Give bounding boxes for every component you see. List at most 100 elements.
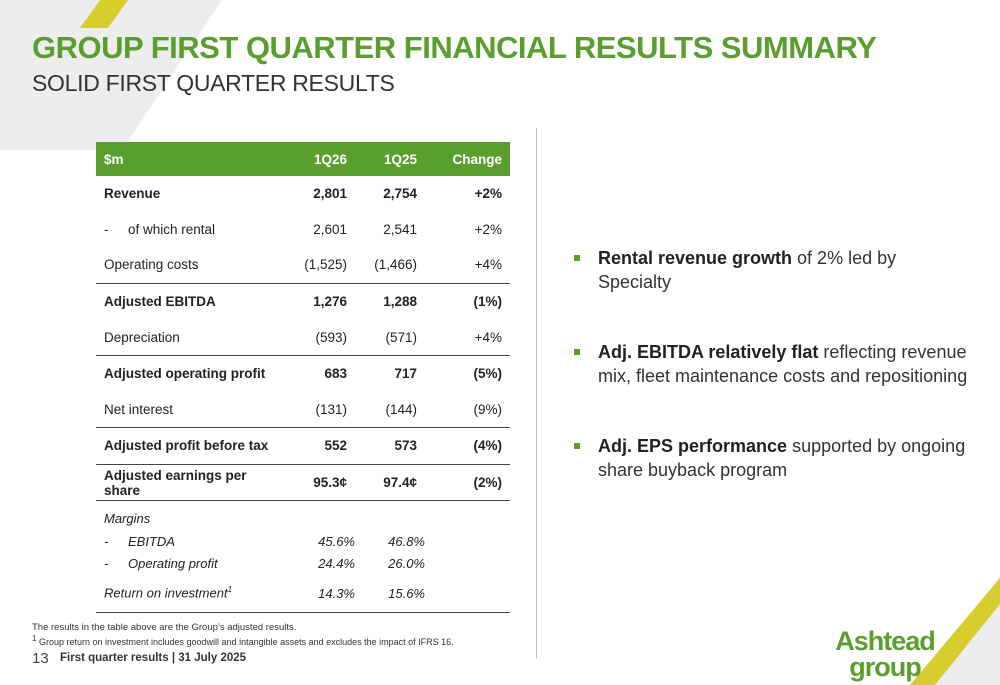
row-value-1q26: 24.4% [318,556,355,572]
footnote-roi: 1 Group return on investment includes go… [32,634,454,647]
bullet-square-icon [574,443,580,449]
company-logo: Ashtead group [835,626,936,682]
row-label-text: of which rental [128,221,216,237]
row-value-1q25: 2,754 [383,186,417,202]
row-label: Operating costs [104,257,199,273]
row-label: - EBITDA [96,534,285,549]
row-change: +2% [474,221,502,237]
logo-line-1: Ashtead [835,626,936,656]
margin-row-operating-profit: - Operating profit 24.4% 26.0% [96,552,510,575]
row-change: +4% [474,329,502,345]
row-value-1q26: 45.6% [318,533,355,549]
row-label: Return on investment1 [96,585,285,600]
table-row-operating-costs: Operating costs (1,525) (1,466) +4% [96,247,510,283]
row-dash: - [104,556,109,572]
row-value-1q26: (1,525) [304,257,347,273]
row-value-1q25: (571) [385,329,417,345]
column-divider [536,128,537,658]
table-row-adjusted-pbt: Adjusted profit before tax 552 573 (4%) [96,427,510,464]
page-subtitle: SOLID FIRST QUARTER RESULTS [32,70,395,96]
margins-section: Margins - EBITDA 45.6% 46.8% - Operating p… [96,500,510,614]
results-table: $m 1Q26 1Q25 Change Revenue 2,801 2,754 … [96,142,510,614]
bullet-rest: supported by ongoing share buyback progr… [598,436,966,480]
row-value-1q26: 95.3¢ [313,475,347,491]
row-label: Adjusted earnings per share [104,467,247,498]
stripe-top-yellow [80,0,128,28]
row-label: Adjusted operating profit [104,366,266,382]
row-label: Net interest [104,401,174,417]
margin-row-ebitda: - EBITDA 45.6% 46.8% [96,530,510,553]
watermark-shape-bottom [930,575,1000,685]
margins-heading: Margins [104,511,151,527]
footnote-roi-text: Group return on investment includes good… [36,637,454,647]
row-value-1q26: 552 [324,438,347,454]
bullet-square-icon [574,349,580,355]
row-label-text: Return on investment [104,585,228,601]
row-change: (5%) [473,366,502,382]
row-value-1q26: 2,801 [313,186,347,202]
row-value-1q25: 26.0% [388,556,425,572]
row-value-1q26: 14.3% [318,585,355,601]
key-points-list: Rental revenue growth of 2% led by Speci… [574,246,974,482]
bullet-square-icon [574,255,580,261]
row-label-text: Operating profit [128,556,218,572]
row-value-1q25: 2,541 [383,221,417,237]
table-row-adjusted-eps: Adjusted earnings per share 95.3¢ 97.4¢ … [96,463,510,501]
row-value-1q25: 46.8% [388,533,425,549]
bullet-rest: of 2% led by Specialty [598,248,897,292]
row-label: Revenue [104,186,161,202]
row-value-1q26: (131) [315,401,347,417]
table-row-rental: - of which rental 2,601 2,541 +2% [96,212,510,248]
row-dash: - [104,221,109,237]
logo-line-2: group [849,652,921,682]
page-number: 13 [32,650,49,667]
footnote-marker: 1 [227,585,233,595]
table-row-depreciation: Depreciation (593) (571) +4% [96,319,510,355]
row-label: - Operating profit [96,556,285,571]
footnote-marker: 1 [32,634,37,643]
bullet-text: Rental revenue growth of 2% led by Speci… [598,246,974,294]
row-value-1q25: 1,288 [383,294,417,310]
table-row-adjusted-ebitda: Adjusted EBITDA 1,276 1,288 (1%) [96,282,510,320]
row-value-1q26: 1,276 [313,294,347,310]
header-1q25: 1Q25 [383,151,417,167]
row-change: (4%) [473,438,502,454]
row-change: (9%) [473,401,502,417]
bullet-strong: Adj. EPS performance [598,436,788,456]
row-change: +2% [474,186,502,202]
row-label: Adjusted profit before tax [104,438,269,454]
row-value-1q26: 683 [324,366,347,382]
bullet-item: Adj. EPS performance supported by ongoin… [574,434,974,482]
row-change: (1%) [473,294,502,310]
row-label: Depreciation [104,329,180,345]
bullet-item: Rental revenue growth of 2% led by Speci… [574,246,974,294]
row-value-1q25: 573 [394,438,417,454]
row-value-1q25: 97.4¢ [383,475,417,491]
row-dash: - [104,533,109,549]
row-value-1q25: (144) [385,401,417,417]
row-change: (2%) [473,475,502,491]
margins-heading-row: Margins [96,507,510,530]
table-header-row: $m 1Q26 1Q25 Change [96,142,510,176]
bullet-text: Adj. EBITDA relatively flat reflecting r… [598,340,974,388]
row-return-on-investment: Return on investment1 14.3% 15.6% [96,582,510,605]
footer-text: First quarter results | 31 July 2025 [60,652,247,664]
row-value-1q25: (1,466) [374,257,417,273]
table-row-net-interest: Net interest (131) (144) (9%) [96,392,510,428]
bullet-text: Adj. EPS performance supported by ongoin… [598,434,974,482]
footnote-adjusted-results: The results in the table above are the G… [32,622,297,633]
row-value-1q26: 2,601 [313,221,347,237]
row-label-text: EBITDA [128,533,175,549]
row-value-1q25: 15.6% [388,585,425,601]
bullet-strong: Rental revenue growth [598,248,793,268]
row-change: +4% [474,257,502,273]
bullet-item: Adj. EBITDA relatively flat reflecting r… [574,340,974,388]
row-label: - of which rental [96,222,277,237]
table-row-adjusted-operating-profit: Adjusted operating profit 683 717 (5%) [96,354,510,392]
row-value-1q26: (593) [315,329,347,345]
header-units: $m [104,151,124,167]
header-change: Change [452,151,502,167]
row-label: Adjusted EBITDA [104,294,216,310]
bullet-strong: Adj. EBITDA relatively flat [598,342,819,362]
row-value-1q25: 717 [394,366,417,382]
